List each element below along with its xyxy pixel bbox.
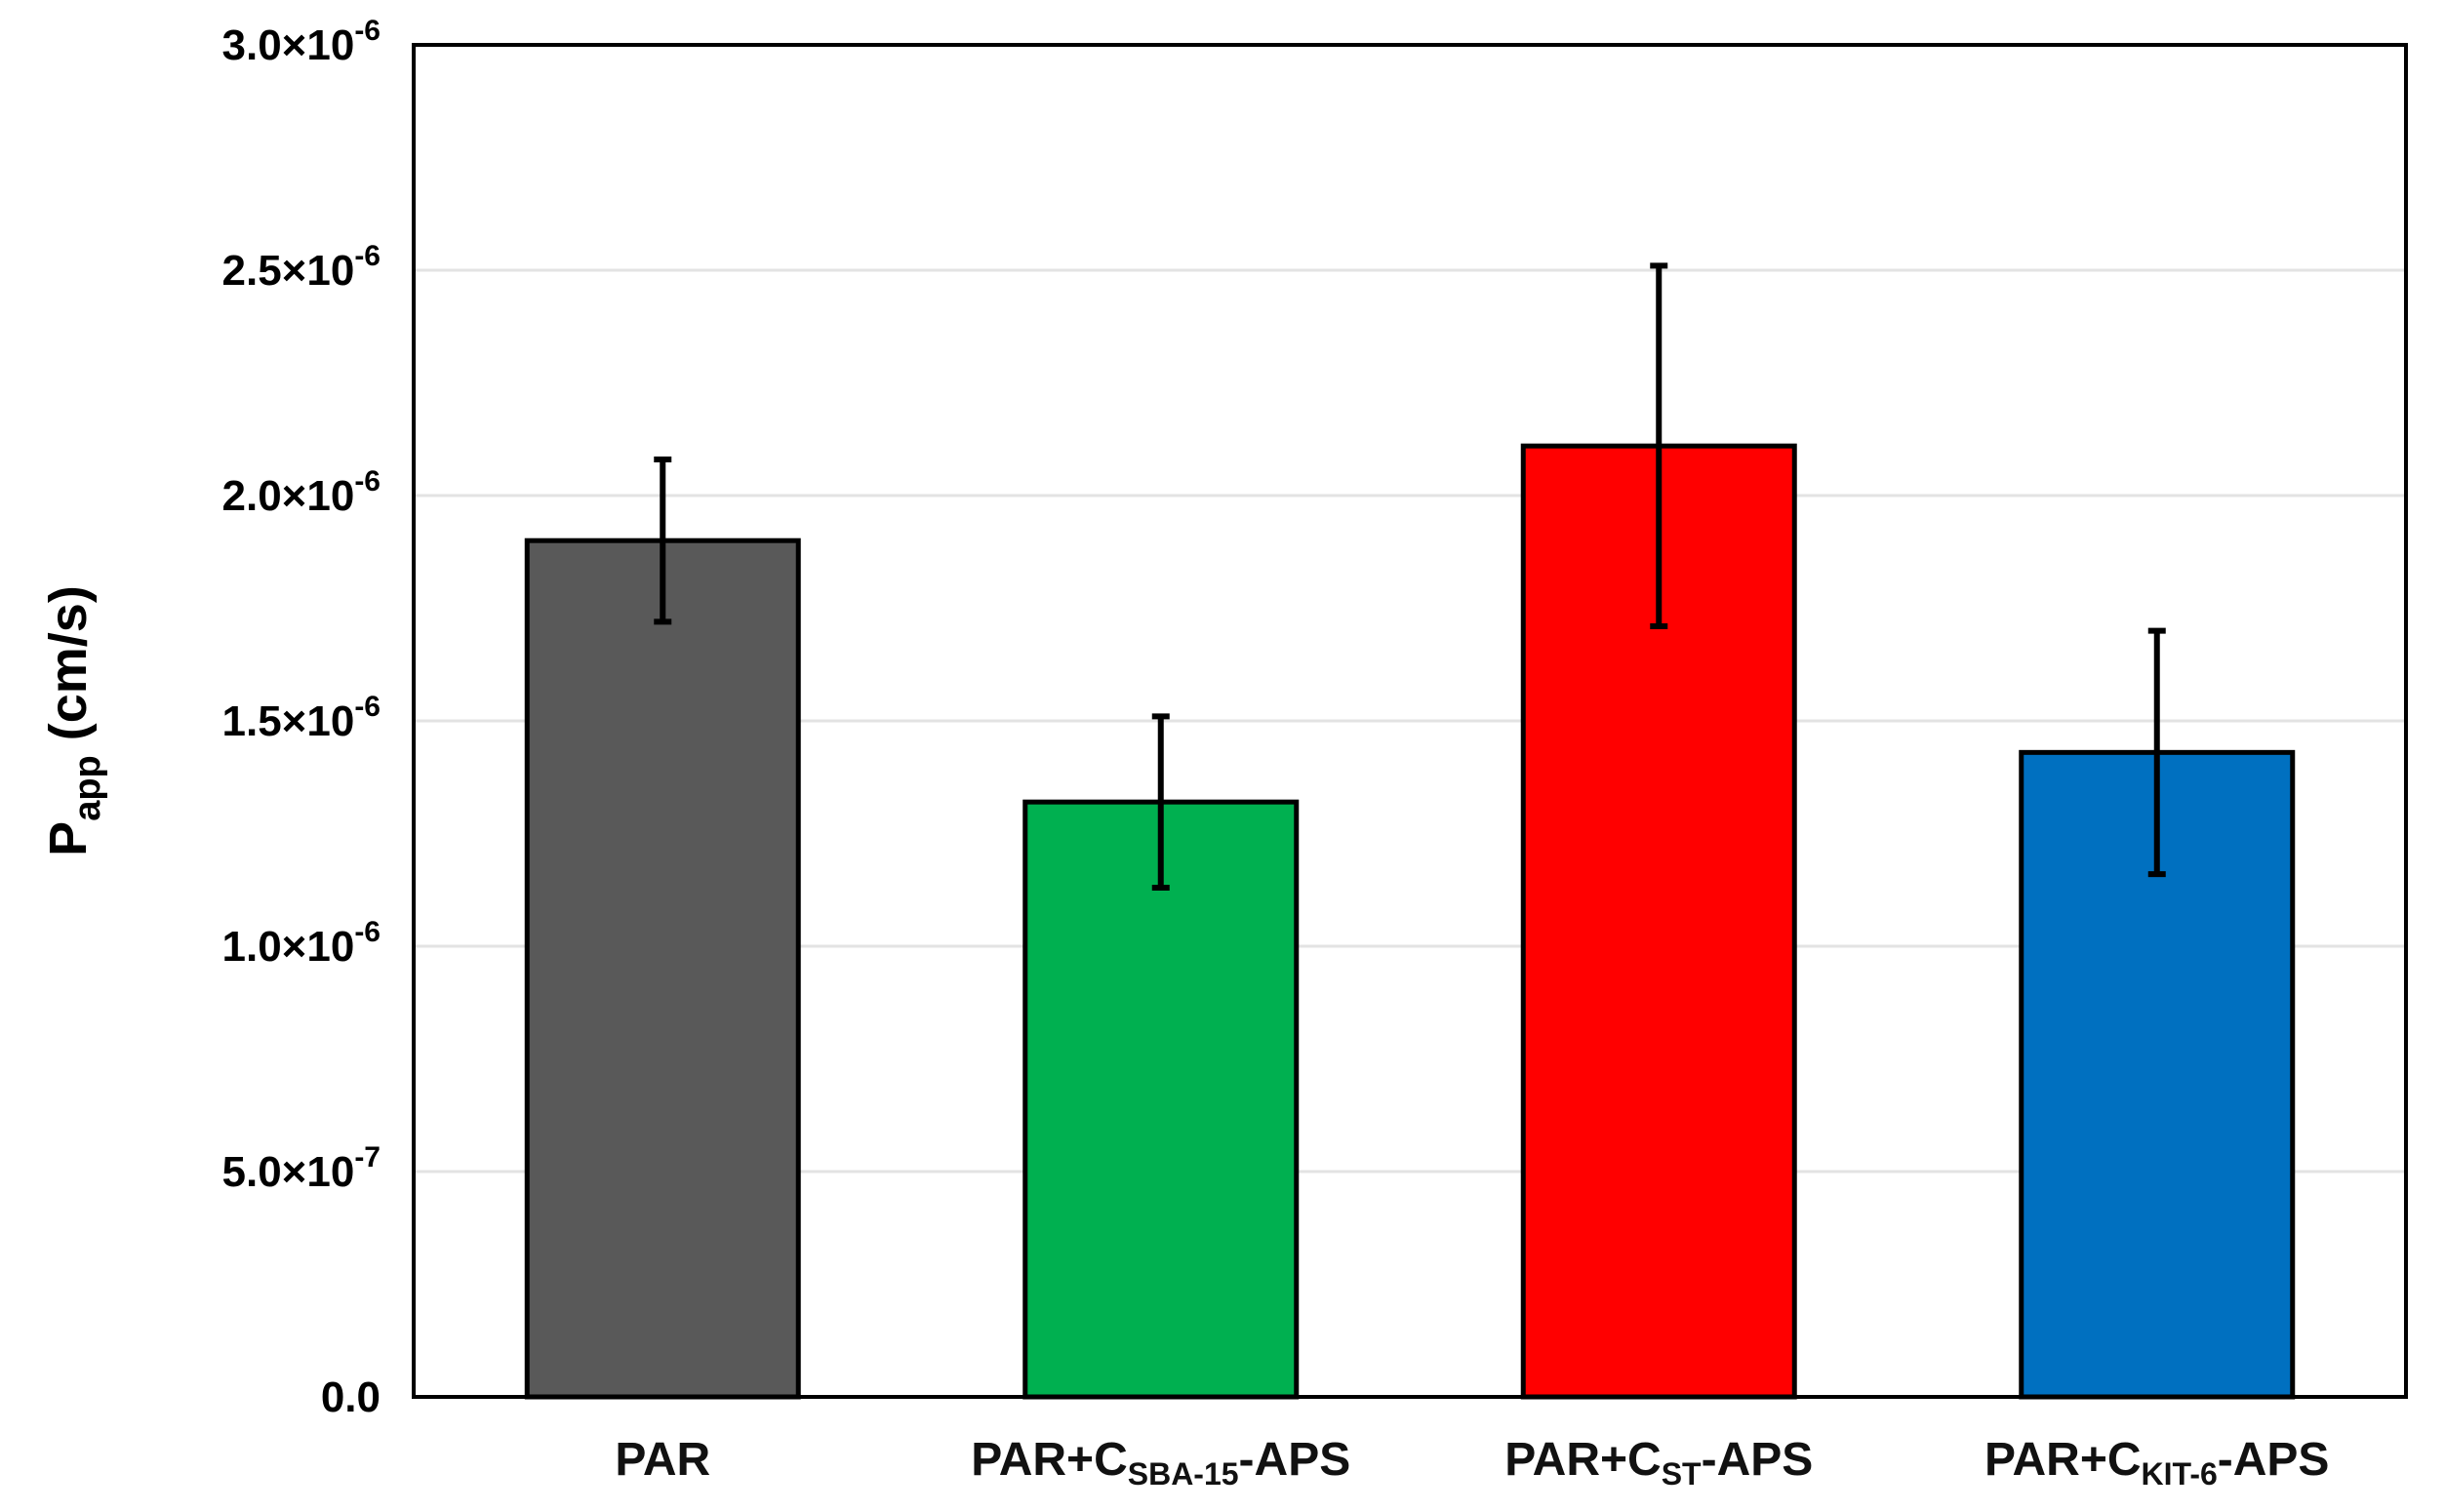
plot-frame bbox=[412, 43, 2408, 1399]
x-category-label: PAR+CST-APS bbox=[1504, 1434, 1813, 1492]
y-tick-label: 0.0 bbox=[321, 1373, 381, 1421]
y-tick-label: 2.5×10-6 bbox=[222, 240, 381, 295]
y-tick-label: 3.0×10-6 bbox=[222, 15, 381, 69]
bar bbox=[524, 537, 801, 1400]
y-tick-labels: 0.0 5.0×10-7 1.0×10-6 1.5×10-6 2.0×10-6 2.5×1… bbox=[222, 15, 381, 1421]
x-category-label: PAR+CSBA-15-APS bbox=[971, 1434, 1350, 1492]
error-bars bbox=[654, 262, 2166, 891]
bar bbox=[1022, 799, 1300, 1400]
y-tick-label: 2.0×10-6 bbox=[222, 465, 381, 520]
y-tick-label: 1.5×10-6 bbox=[222, 691, 381, 745]
x-category-label: PAR+CKIT-6-APS bbox=[1984, 1434, 2329, 1492]
y-tick-label: 1.0×10-6 bbox=[222, 916, 381, 971]
y-axis-title: Papp (cm/s) bbox=[39, 585, 108, 856]
x-category-label: PAR bbox=[615, 1434, 710, 1486]
bars bbox=[524, 443, 2296, 1400]
y-tick-label: 5.0×10-7 bbox=[222, 1141, 381, 1196]
x-category-labels: PAR PAR+CSBA-15-APS PAR+CST-APS PAR+CKIT-6-… bbox=[615, 1434, 2329, 1492]
y-axis-title-text: Papp (cm/s) bbox=[39, 585, 108, 856]
plot-border bbox=[412, 43, 2408, 1399]
